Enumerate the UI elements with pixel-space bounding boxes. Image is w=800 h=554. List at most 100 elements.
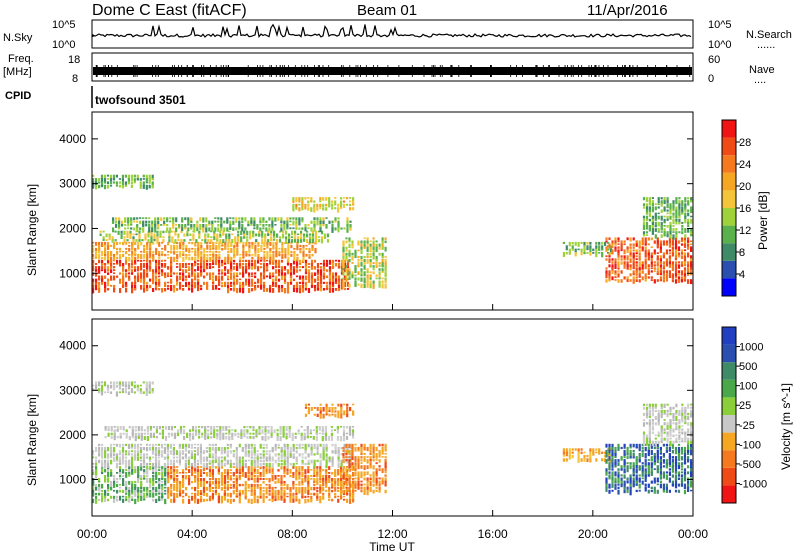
range-gate-cell (140, 284, 143, 290)
range-gate-cell (104, 436, 107, 439)
range-gate-cell (107, 253, 110, 259)
range-gate-cell (262, 492, 265, 497)
range-gate-cell (131, 426, 134, 430)
range-gate-cell (608, 273, 611, 278)
range-gate-cell (266, 288, 269, 292)
colorbar-segment (722, 278, 736, 296)
colorbar-segment (722, 120, 736, 138)
range-gate-cell (270, 426, 273, 430)
range-gate-cell (304, 456, 307, 460)
range-gate-cell (648, 225, 651, 231)
range-gate-cell (183, 239, 186, 242)
range-gate-cell (167, 478, 170, 484)
range-gate-cell (642, 228, 646, 230)
range-gate-cell (683, 489, 687, 495)
range-gate-cell (143, 253, 146, 258)
range-gate-cell (632, 267, 635, 269)
range-gate-cell (605, 246, 608, 252)
range-gate-cell (663, 200, 666, 205)
range-gate-cell (254, 244, 257, 249)
range-gate-cell (287, 250, 290, 255)
range-gate-cell (244, 472, 247, 478)
range-gate-cell (681, 212, 684, 215)
range-gate-cell (259, 447, 262, 449)
range-gate-cell (286, 284, 290, 290)
range-gate-cell (271, 472, 274, 475)
range-gate-cell (307, 407, 310, 412)
range-gate-cell (258, 429, 261, 435)
range-gate-cell (677, 255, 681, 257)
range-gate-cell (331, 498, 334, 502)
range-gate-cell (152, 272, 155, 277)
range-gate-cell (328, 284, 332, 290)
range-gate-cell (149, 256, 152, 259)
range-gate-cell (304, 450, 307, 454)
range-gate-cell (684, 409, 687, 415)
range-gate-cell (330, 429, 333, 432)
range-gate-cell (170, 269, 173, 274)
range-gate-cell (125, 284, 128, 288)
range-gate-cell (669, 215, 672, 220)
range-gate-cell (217, 478, 220, 481)
range-gate-cell (195, 432, 198, 436)
range-gate-cell (672, 200, 675, 204)
range-gate-cell (293, 256, 296, 261)
scatter-region (605, 443, 693, 496)
range-gate-cell (671, 261, 674, 266)
range-gate-cell (251, 281, 254, 286)
range-gate-cell (196, 489, 200, 495)
range-gate-cell (629, 279, 632, 282)
range-gate-cell (671, 276, 674, 279)
range-gate-cell (208, 480, 212, 484)
range-gate-cell (128, 436, 131, 441)
range-gate-cell (672, 422, 675, 425)
range-gate-cell (197, 266, 200, 271)
range-gate-cell (167, 266, 170, 270)
range-gate-cell (164, 253, 167, 257)
range-gate-cell (168, 236, 171, 239)
range-gate-cell (152, 278, 155, 283)
range-gate-cell (127, 384, 130, 390)
range-gate-cell (134, 256, 137, 261)
range-gate-cell (274, 275, 278, 280)
range-gate-cell (127, 178, 130, 182)
range-gate-cell (298, 489, 301, 494)
range-gate-cell (325, 447, 328, 452)
range-gate-cell (161, 429, 164, 435)
range-gate-cell (259, 472, 262, 475)
range-gate-cell (607, 241, 610, 244)
range-gate-cell (248, 247, 251, 252)
range-gate-cell (381, 446, 384, 452)
range-gate-cell (142, 227, 145, 233)
range-gate-cell (346, 489, 349, 495)
range-gate-cell (690, 459, 693, 463)
range-gate-cell (320, 230, 324, 235)
range-gate-cell (306, 436, 309, 439)
range-gate-cell (680, 456, 684, 461)
range-gate-cell (384, 277, 387, 281)
range-gate-cell (378, 252, 381, 256)
range-gate-cell (589, 454, 592, 460)
range-gate-cell (340, 489, 343, 495)
range-gate-cell (319, 453, 322, 459)
range-gate-cell (164, 272, 167, 278)
range-gate-cell (253, 472, 256, 475)
range-gate-cell (194, 244, 197, 247)
range-gate-cell (309, 233, 312, 236)
range-gate-cell (232, 466, 235, 468)
range-gate-cell (623, 471, 626, 474)
range-gate-cell (571, 248, 574, 251)
range-gate-cell (270, 429, 273, 435)
range-gate-cell (611, 477, 614, 481)
range-gate-cell (203, 259, 206, 264)
range-gate-cell (366, 271, 369, 274)
range-gate-cell (653, 446, 656, 450)
range-gate-cell (626, 279, 629, 283)
range-gate-cell (647, 252, 650, 256)
range-gate-cell (288, 429, 291, 433)
range-gate-cell (241, 472, 244, 477)
range-gate-cell (110, 495, 113, 499)
range-gate-cell (641, 243, 644, 246)
range-gate-cell (298, 217, 301, 222)
range-gate-cell (179, 263, 182, 267)
